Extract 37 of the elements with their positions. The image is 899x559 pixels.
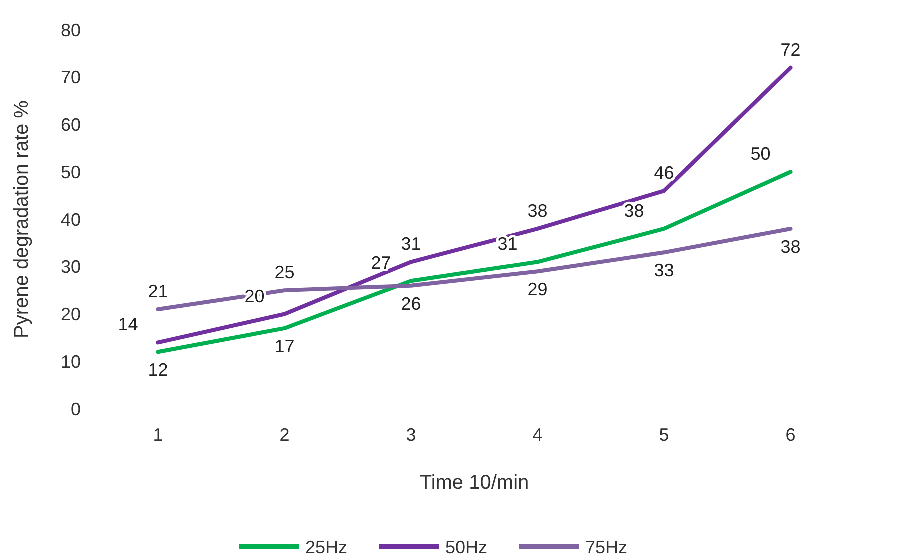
y-tick-label: 40 xyxy=(60,210,81,230)
data-label: 38 xyxy=(624,200,644,221)
y-tick-label: 30 xyxy=(60,257,81,278)
x-tick-label: 6 xyxy=(786,425,796,445)
data-label: 50 xyxy=(750,144,771,164)
data-label: 17 xyxy=(274,336,295,356)
data-label: 46 xyxy=(654,163,674,184)
y-tick-label: 80 xyxy=(60,20,81,40)
data-label: 72 xyxy=(780,40,801,60)
data-label: 38 xyxy=(528,200,548,221)
legend-label: 25Hz xyxy=(306,537,348,558)
y-tick-label: 10 xyxy=(60,352,81,372)
data-label: 27 xyxy=(371,253,392,274)
y-axis-title: Pyrene degradation rate % xyxy=(11,100,33,338)
y-tick-label: 0 xyxy=(70,399,81,420)
x-tick-label: 5 xyxy=(659,425,670,445)
data-label: 31 xyxy=(498,234,518,254)
x-tick-label: 2 xyxy=(280,425,290,445)
data-label: 12 xyxy=(148,360,168,380)
x-tick-label: 1 xyxy=(153,425,164,445)
y-tick-label: 60 xyxy=(60,115,81,136)
data-label: 14 xyxy=(118,314,138,335)
data-label: 21 xyxy=(148,282,168,302)
legend-label: 50Hz xyxy=(446,537,488,558)
data-label: 26 xyxy=(401,294,422,314)
x-axis-title: Time 10/min xyxy=(420,472,530,494)
data-label: 33 xyxy=(654,260,674,281)
y-tick-label: 50 xyxy=(60,162,81,182)
data-label: 38 xyxy=(780,236,801,257)
data-label: 31 xyxy=(401,234,422,254)
data-label: 29 xyxy=(528,280,548,300)
x-tick-label: 4 xyxy=(532,425,543,445)
x-tick-label: 3 xyxy=(406,425,416,445)
y-tick-label: 70 xyxy=(60,68,81,88)
data-label: 25 xyxy=(274,262,295,283)
legend-label: 75Hz xyxy=(586,537,628,558)
y-tick-label: 20 xyxy=(60,304,81,325)
